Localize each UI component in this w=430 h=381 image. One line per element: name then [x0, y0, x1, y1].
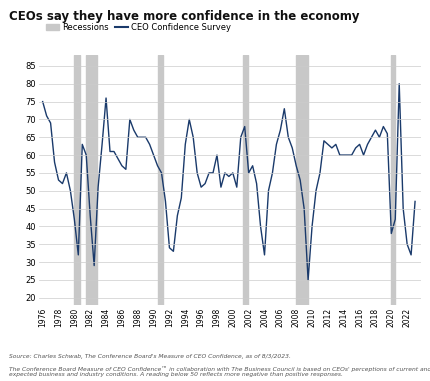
Bar — [86, 55, 98, 305]
Bar — [74, 55, 80, 305]
Text: The Conference Board Measure of CEO Confidence™ in collaboration with The Busine: The Conference Board Measure of CEO Conf… — [9, 366, 430, 378]
Bar — [157, 55, 163, 305]
Bar — [295, 55, 308, 305]
Bar — [391, 55, 395, 305]
Text: Source: Charles Schwab, The Conference Board's Measure of CEO Confidence, as of : Source: Charles Schwab, The Conference B… — [9, 354, 291, 359]
Text: CEOs say they have more confidence in the economy: CEOs say they have more confidence in th… — [9, 10, 359, 22]
Bar — [243, 55, 248, 305]
Legend: Recessions, CEO Confidence Survey: Recessions, CEO Confidence Survey — [43, 19, 234, 35]
